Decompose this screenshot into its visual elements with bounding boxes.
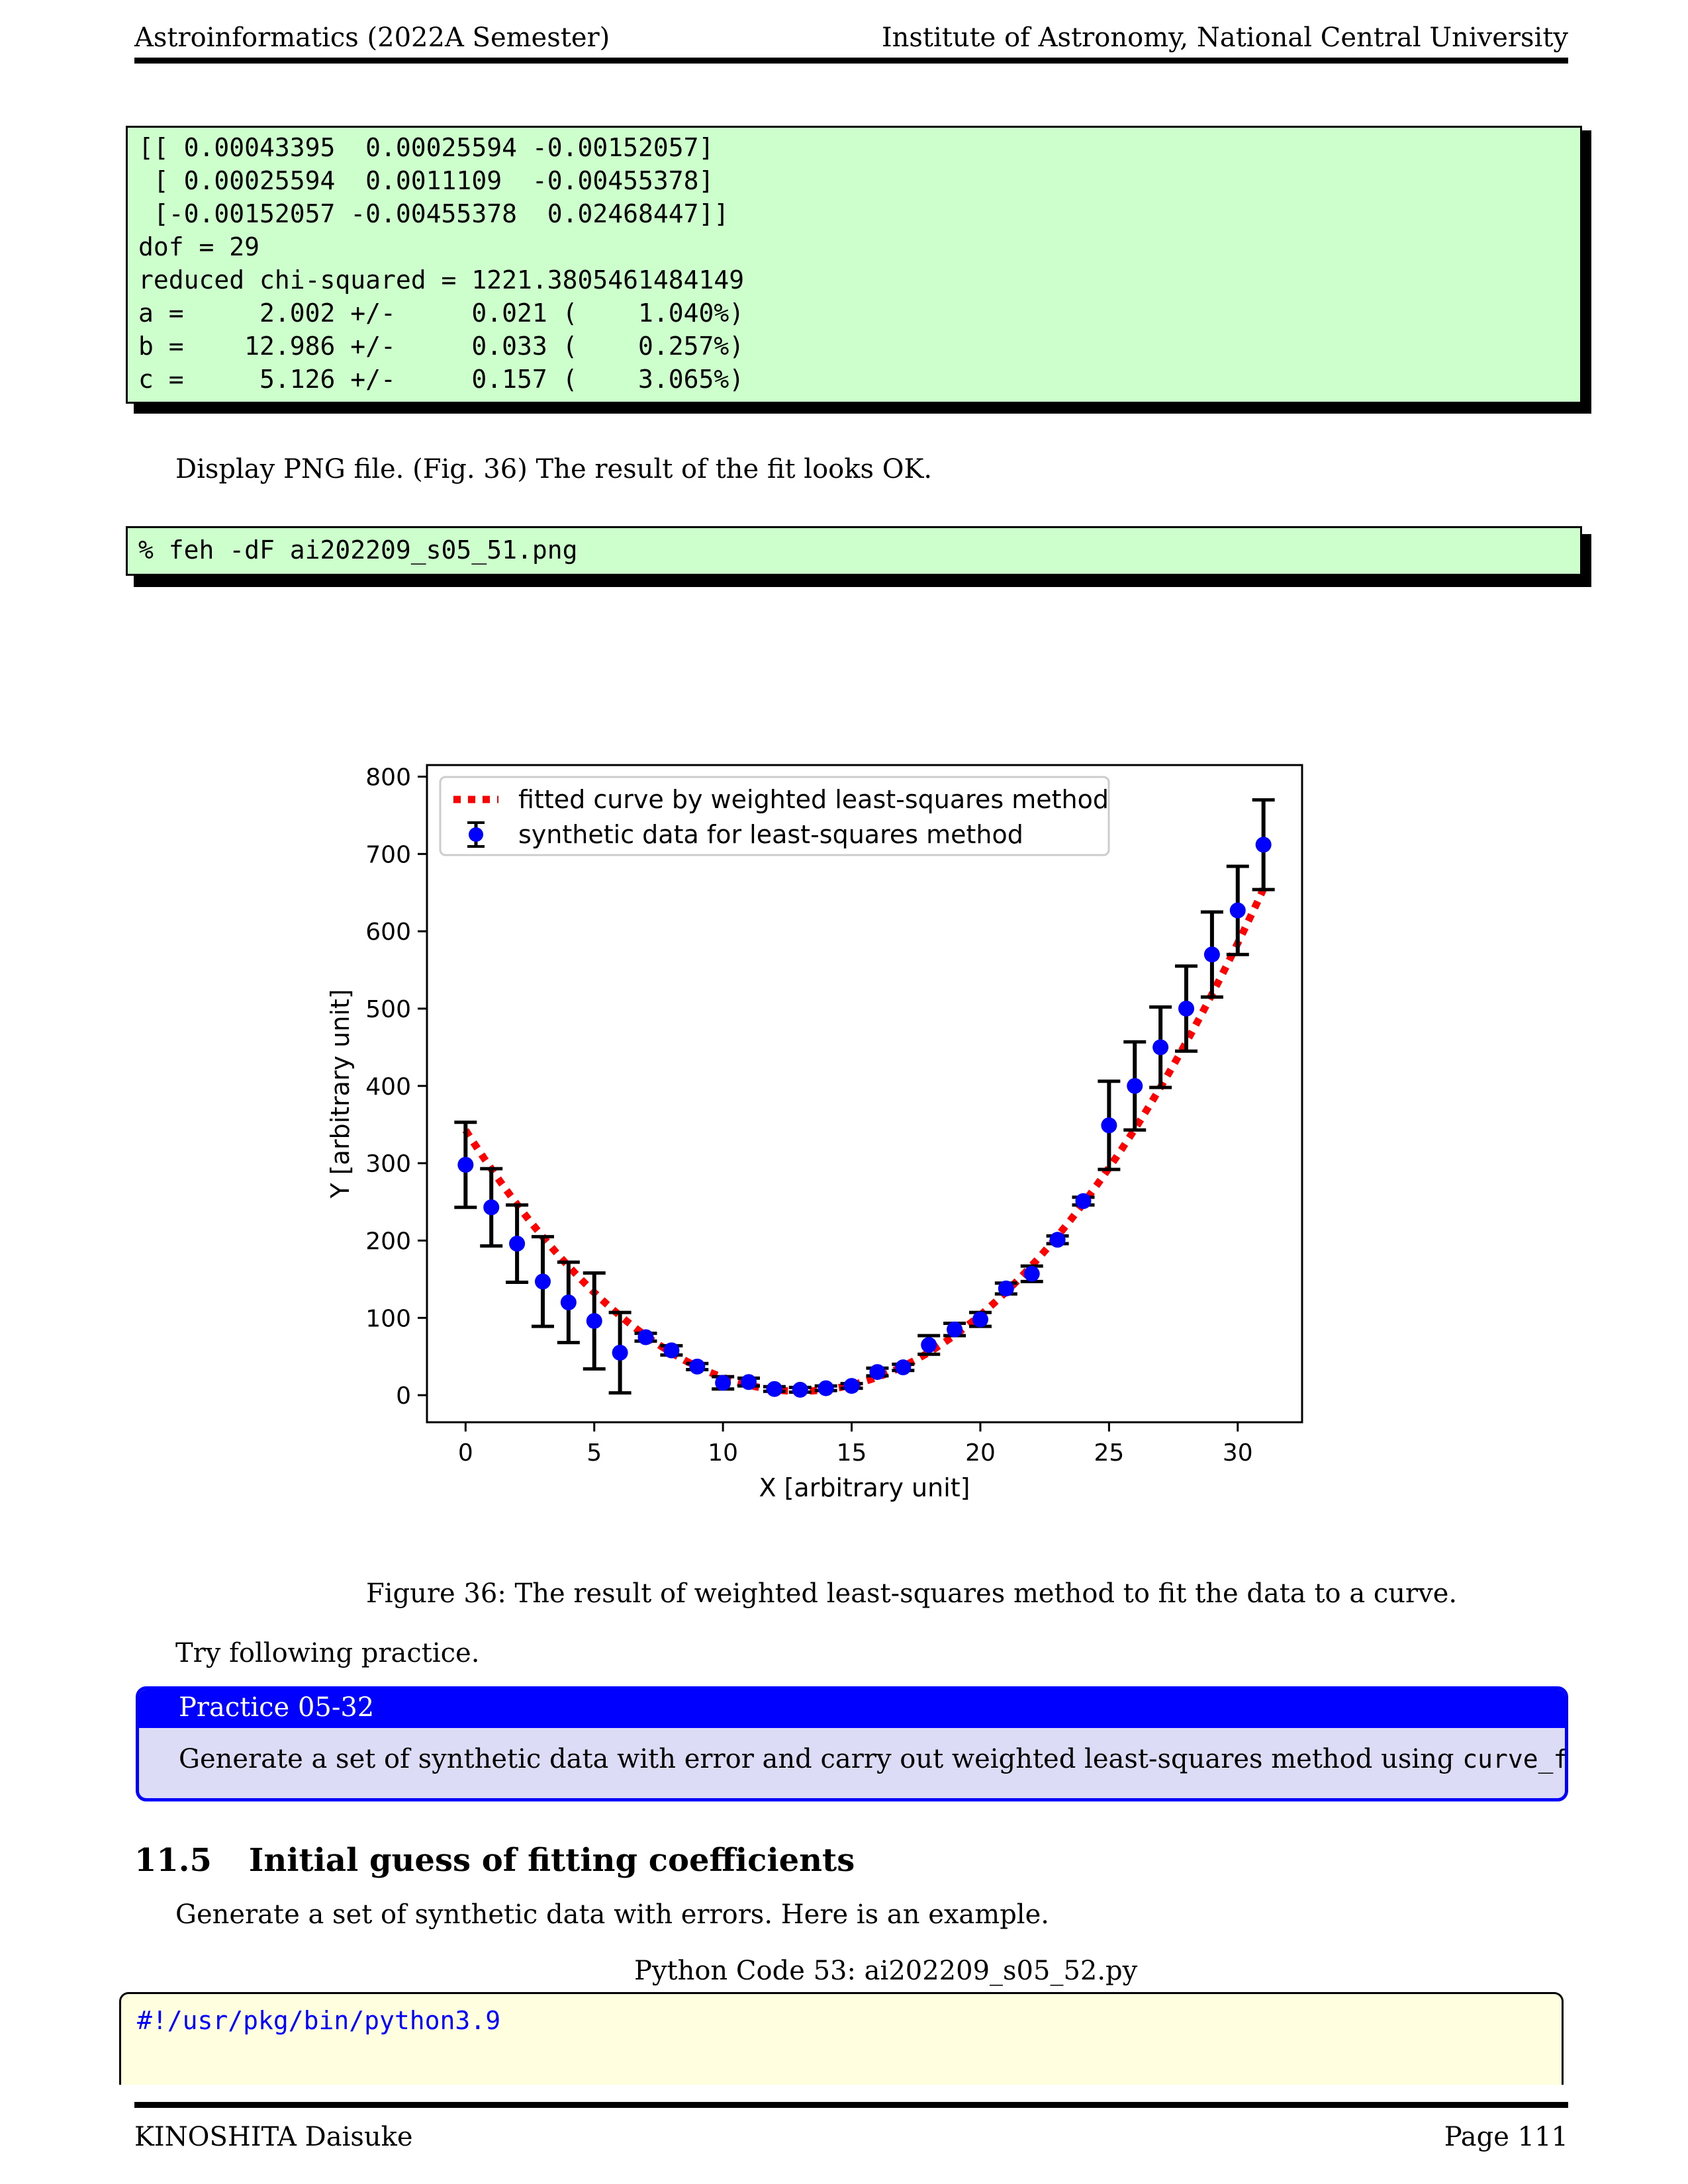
header-rule (134, 58, 1568, 64)
data-point (766, 1381, 782, 1397)
y-tick-label: 800 (365, 764, 411, 792)
y-tick-label: 100 (365, 1305, 411, 1332)
x-tick-label: 0 (458, 1439, 473, 1467)
output-line: reduced chi-squared = 1221.3805461484149 (138, 265, 745, 295)
x-axis-label: X [arbitrary unit] (759, 1473, 970, 1502)
data-point (1127, 1077, 1143, 1094)
output-line: dof = 29 (138, 232, 260, 261)
data-point (741, 1374, 757, 1390)
data-point (792, 1381, 808, 1398)
x-tick-label: 5 (586, 1439, 602, 1467)
x-tick-label: 30 (1223, 1439, 1253, 1467)
y-tick-label: 0 (396, 1383, 411, 1410)
data-point (1203, 946, 1220, 963)
legend-point-swatch (469, 827, 483, 842)
command-line: % feh -dF ai202209_s05_51.png (138, 535, 578, 565)
data-point (534, 1273, 551, 1290)
data-point (843, 1378, 860, 1394)
y-tick-label: 600 (365, 919, 411, 946)
data-point (921, 1337, 937, 1353)
data-point (1255, 837, 1272, 853)
footer-rule (134, 2102, 1568, 2108)
data-point (869, 1364, 886, 1381)
legend-label-data: synthetic data for least-squares method (518, 820, 1023, 849)
data-point (998, 1280, 1014, 1297)
data-point (689, 1358, 706, 1375)
x-tick-label: 25 (1094, 1439, 1124, 1467)
section-number: 11.5 (134, 1842, 212, 1879)
data-point (560, 1294, 577, 1310)
data-point (972, 1311, 988, 1328)
output-line: b = 12.986 +/- 0.033 ( 0.257%) (138, 332, 745, 361)
practice-code: curve_fit (1462, 1745, 1568, 1774)
output-line: [[ 0.00043395 0.00025594 -0.00152057] (138, 133, 714, 162)
data-point (1049, 1232, 1066, 1248)
output-line: a = 2.002 +/- 0.021 ( 1.040%) (138, 298, 745, 328)
data-point (612, 1344, 628, 1361)
practice-title: Practice 05-32 (179, 1692, 375, 1723)
data-point (895, 1359, 912, 1376)
practice-header: Practice 05-32 (139, 1690, 1565, 1728)
data-point (947, 1321, 963, 1338)
data-point (663, 1342, 680, 1359)
y-tick-label: 400 (365, 1073, 411, 1101)
data-point (715, 1375, 731, 1391)
header-right: Institute of Astronomy, National Central… (881, 23, 1568, 53)
legend-box (439, 776, 1110, 856)
footer-right: Page 111 (1444, 2122, 1568, 2152)
data-point (457, 1156, 474, 1173)
data-point (1023, 1265, 1040, 1282)
y-tick-label: 700 (365, 841, 411, 868)
data-point (1152, 1039, 1169, 1056)
y-axis-label: Y [arbitrary unit] (326, 989, 355, 1199)
fitted-curve-line (462, 887, 1267, 1395)
output-line: [ 0.00025594 0.0011109 -0.00455378] (138, 166, 714, 195)
header-left: Astroinformatics (2022A Semester) (134, 23, 610, 53)
y-tick-label: 300 (365, 1151, 411, 1178)
output-line: c = 5.126 +/- 0.157 ( 3.065%) (138, 365, 745, 394)
output-line: [-0.00152057 -0.00455378 0.02468447]] (138, 199, 729, 228)
data-point (637, 1329, 654, 1345)
output-block: [[ 0.00043395 0.00025594 -0.00152057] [ … (126, 126, 1582, 404)
paragraph: Try following practice. (175, 1638, 480, 1668)
x-tick-label: 20 (965, 1439, 996, 1467)
x-tick-label: 15 (837, 1439, 867, 1467)
practice-text: Generate a set of synthetic data with er… (179, 1744, 1463, 1774)
data-point (1178, 1000, 1195, 1017)
code-caption: Python Code 53: ai202209_s05_52.py (634, 1956, 1138, 1986)
figure-caption: Figure 36: The result of weighted least-… (366, 1578, 1458, 1609)
y-tick-label: 500 (365, 996, 411, 1023)
data-point (1075, 1193, 1092, 1209)
data-point (818, 1380, 834, 1396)
section-title: Initial guess of fitting coefficients (248, 1842, 855, 1879)
paragraph: Generate a set of synthetic data with er… (175, 1899, 1049, 1930)
data-point (483, 1199, 500, 1216)
y-tick-label: 200 (365, 1228, 411, 1255)
data-point (1229, 902, 1246, 919)
section-heading: 11.5 Initial guess of fitting coefficient… (134, 1842, 855, 1879)
practice-body: Generate a set of synthetic data with er… (179, 1744, 1568, 1774)
python-shebang: #!/usr/pkg/bin/python3.9 (137, 2006, 501, 2035)
x-tick-label: 10 (708, 1439, 738, 1467)
paragraph: Display PNG file. (Fig. 36) The result o… (175, 454, 933, 484)
legend-label-fit: fitted curve by weighted least-squares m… (518, 785, 1109, 814)
plot-frame (426, 764, 1303, 1424)
data-point (1101, 1117, 1117, 1134)
data-point (586, 1312, 602, 1329)
python-code-block: #!/usr/pkg/bin/python3.9 (119, 1992, 1564, 2085)
command-block: % feh -dF ai202209_s05_51.png (126, 526, 1582, 576)
data-point (509, 1236, 526, 1252)
practice-box: Practice 05-32 Generate a set of synthet… (136, 1686, 1568, 1801)
footer-left: KINOSHITA Daisuke (134, 2122, 413, 2152)
